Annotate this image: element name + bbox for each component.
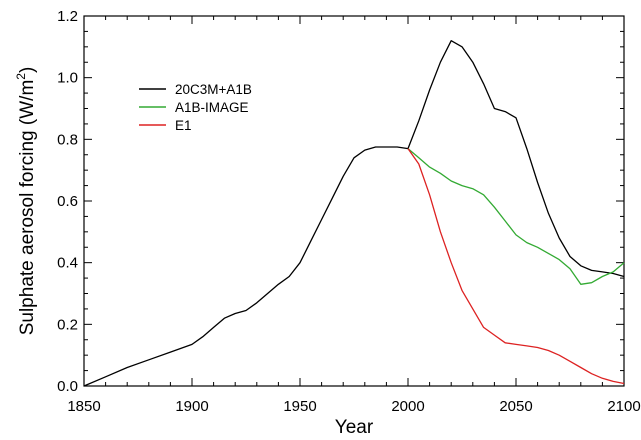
axis-tick-labels: 1850 1900 1950 2000 2050 2100 0.0 0.2 0.4 0.6 0.8 1… xyxy=(57,8,641,415)
legend-label: E1 xyxy=(175,118,192,133)
x-tick-label: 2100 xyxy=(607,398,640,415)
y-axis-title-main: Sulphate aerosol forcing (W/m xyxy=(17,80,38,336)
y-tick-label: 0.0 xyxy=(57,378,78,395)
x-tick-label: 1900 xyxy=(175,398,208,415)
y-axis-title-close: ) xyxy=(17,67,38,73)
legend-label: A1B-IMAGE xyxy=(175,100,249,115)
y-tick-label: 0.8 xyxy=(57,131,78,148)
x-tick-label: 1950 xyxy=(283,398,316,415)
y-tick-label: 1.2 xyxy=(57,8,78,25)
axis-ticks xyxy=(83,15,625,387)
series-lines xyxy=(83,40,625,387)
legend: 20C3M+A1B A1B-IMAGE E1 xyxy=(139,82,252,133)
y-tick-label: 0.4 xyxy=(57,255,78,272)
legend-label: 20C3M+A1B xyxy=(175,82,252,97)
series-line-1 xyxy=(83,40,625,387)
series-line-3 xyxy=(407,148,625,385)
y-tick-label: 0.6 xyxy=(57,193,78,210)
y-axis-title: Sulphate aerosol forcing (W/m2) xyxy=(14,67,38,336)
x-tick-label: 2050 xyxy=(499,398,532,415)
x-tick-label: 2000 xyxy=(391,398,424,415)
plot-frame xyxy=(83,15,625,387)
y-axis-title-superscript: 2 xyxy=(14,73,28,80)
y-tick-label: 0.2 xyxy=(57,316,78,333)
y-tick-label: 1.0 xyxy=(57,70,78,87)
x-tick-label: 1850 xyxy=(67,398,100,415)
series-line-2 xyxy=(407,148,625,285)
x-axis-title: Year xyxy=(335,417,374,438)
